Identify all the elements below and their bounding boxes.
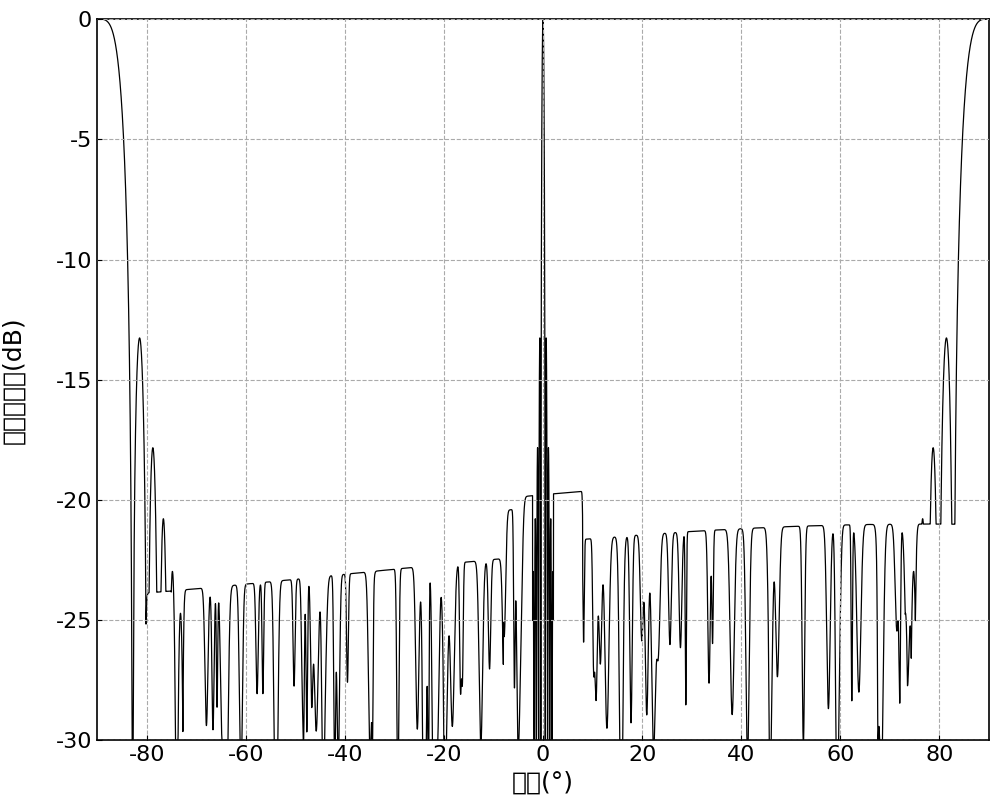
Y-axis label: 归一化增益(dB): 归一化增益(dB) (2, 316, 26, 443)
X-axis label: 角度(°): 角度(°) (512, 771, 574, 795)
